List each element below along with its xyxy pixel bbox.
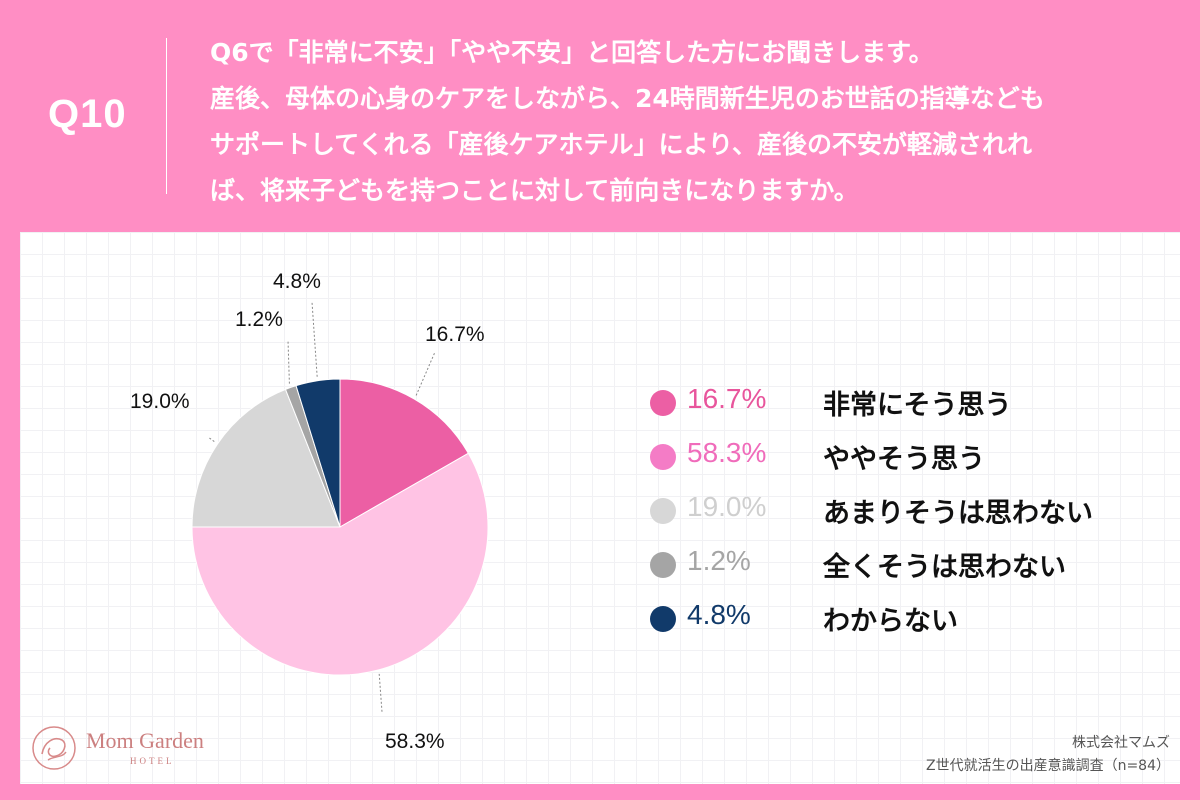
slice-value-label: 4.8% [273, 270, 321, 293]
legend-percent: 58.3% [687, 437, 767, 468]
legend-item: 16.7% 非常にそう思う [645, 377, 1165, 431]
legend-label: 全くそうは思わない [823, 552, 1066, 583]
legend-item: 58.3% ややそう思う [645, 431, 1165, 485]
legend-label: あまりそうは思わない [823, 498, 1093, 529]
legend-item: 19.0% あまりそうは思わない [645, 485, 1165, 539]
brand-logo: Mom Garden HOTEL [28, 722, 228, 778]
legend-item: 4.8% わからない [645, 593, 1165, 647]
slice-value-label: 58.3% [385, 730, 445, 753]
header: Q10 Q6で「非常に不安」「やや不安」と回答した方にお聞きします。 産後、母体… [0, 0, 1200, 232]
legend-percent: 16.7% [687, 383, 767, 414]
legend-swatch [650, 444, 676, 470]
header-divider [166, 38, 167, 194]
legend-label: 非常にそう思う [823, 390, 1012, 421]
source-survey: Z世代就活生の出産意識調査（n=84） [925, 758, 1170, 774]
logo-emblem-icon [32, 726, 76, 770]
pie-slice [339, 378, 470, 528]
pie-slice [191, 452, 489, 676]
pie-chart [191, 301, 489, 713]
legend-percent: 19.0% [687, 491, 767, 522]
logo-subtitle: HOTEL [130, 756, 175, 766]
legend-label: ややそう思う [823, 444, 985, 475]
legend-swatch [650, 498, 676, 524]
pie-slice [295, 378, 341, 528]
chart-panel: 16.7% 58.3% 19.0% 1.2% 4.8% 16.7% 非常にそう思う 58… [20, 232, 1180, 784]
legend-swatch [650, 606, 676, 632]
leader-line [311, 301, 318, 377]
slice-value-label: 1.2% [235, 308, 283, 331]
legend-percent: 4.8% [687, 599, 751, 630]
legend-swatch [650, 390, 676, 416]
legend-percent: 1.2% [687, 545, 751, 576]
logo-wordmark: Mom Garden [86, 728, 204, 753]
legend-swatch [650, 552, 676, 578]
legend-label: わからない [823, 606, 958, 637]
legend: 16.7% 非常にそう思う 58.3% ややそう思う 19.0% あまりそうは思… [645, 377, 1165, 647]
leader-line [378, 673, 383, 713]
question-text: Q6で「非常に不安」「やや不安」と回答した方にお聞きします。 産後、母体の心身の… [210, 38, 1045, 205]
legend-item: 1.2% 全くそうは思わない [645, 539, 1165, 593]
source-note: 株式会社マムズ Z世代就活生の出産意識調査（n=84） [926, 732, 1170, 778]
leader-line [287, 339, 290, 384]
question-number: Q10 [48, 92, 127, 136]
slice-value-label: 16.7% [425, 323, 485, 346]
leader-line [415, 351, 436, 396]
leader-line [207, 436, 215, 442]
pie-slice [191, 388, 341, 528]
source-company: 株式会社マムズ [1072, 735, 1170, 751]
slice-value-label: 19.0% [130, 390, 190, 413]
